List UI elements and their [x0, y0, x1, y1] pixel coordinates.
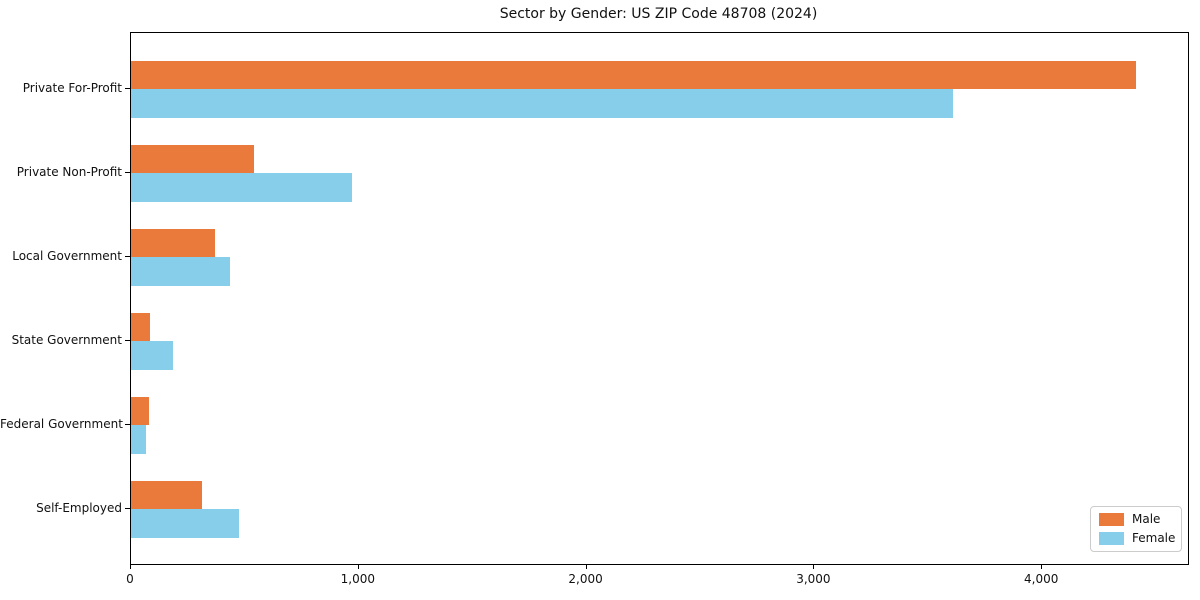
x-tick-mark-0 — [130, 564, 131, 569]
x-tick-mark-3 — [813, 564, 815, 569]
bar-female-2 — [131, 257, 231, 286]
plot-area — [130, 32, 1189, 565]
bar-female-4 — [131, 425, 146, 454]
legend: Male Female — [1090, 506, 1182, 552]
chart-title: Sector by Gender: US ZIP Code 48708 (202… — [499, 6, 818, 22]
bar-female-0 — [131, 89, 954, 118]
bar-male-1 — [131, 144, 254, 173]
bar-male-5 — [131, 480, 202, 509]
y-tick-mark-4 — [125, 424, 130, 425]
legend-swatch-female — [1099, 532, 1124, 545]
x-tick-label-4: 4,000 — [1024, 572, 1059, 586]
y-tick-label-5: Self-Employed — [36, 501, 122, 515]
x-tick-mark-4 — [1041, 564, 1043, 569]
bar-male-2 — [131, 228, 216, 257]
x-tick-label-2: 2,000 — [568, 572, 603, 586]
y-tick-label-1: Private Non-Profit — [16, 165, 122, 179]
x-tick-label-0: 0 — [126, 572, 134, 586]
y-tick-label-4: Federal Government — [0, 417, 123, 431]
y-tick-mark-1 — [125, 172, 130, 173]
x-tick-mark-1 — [357, 564, 359, 569]
y-tick-mark-0 — [125, 88, 130, 89]
bar-female-5 — [131, 509, 240, 538]
bar-male-4 — [131, 396, 150, 425]
bar-female-1 — [131, 173, 352, 202]
y-tick-label-2: Local Government — [12, 249, 122, 263]
legend-entry-female: Female — [1099, 531, 1176, 545]
bar-female-3 — [131, 341, 174, 370]
legend-swatch-male — [1099, 513, 1124, 526]
y-tick-label-3: State Government — [11, 333, 122, 347]
y-tick-mark-2 — [125, 256, 130, 257]
legend-label-female: Female — [1132, 531, 1176, 545]
x-tick-label-1: 1,000 — [340, 572, 375, 586]
x-tick-label-3: 3,000 — [796, 572, 831, 586]
y-tick-mark-3 — [125, 340, 130, 341]
y-tick-mark-5 — [125, 508, 130, 509]
bar-male-3 — [131, 312, 151, 341]
bar-male-0 — [131, 60, 1136, 89]
legend-label-male: Male — [1132, 512, 1161, 526]
legend-entry-male: Male — [1099, 513, 1173, 526]
x-tick-mark-2 — [585, 564, 587, 569]
y-tick-label-0: Private For-Profit — [22, 81, 122, 95]
